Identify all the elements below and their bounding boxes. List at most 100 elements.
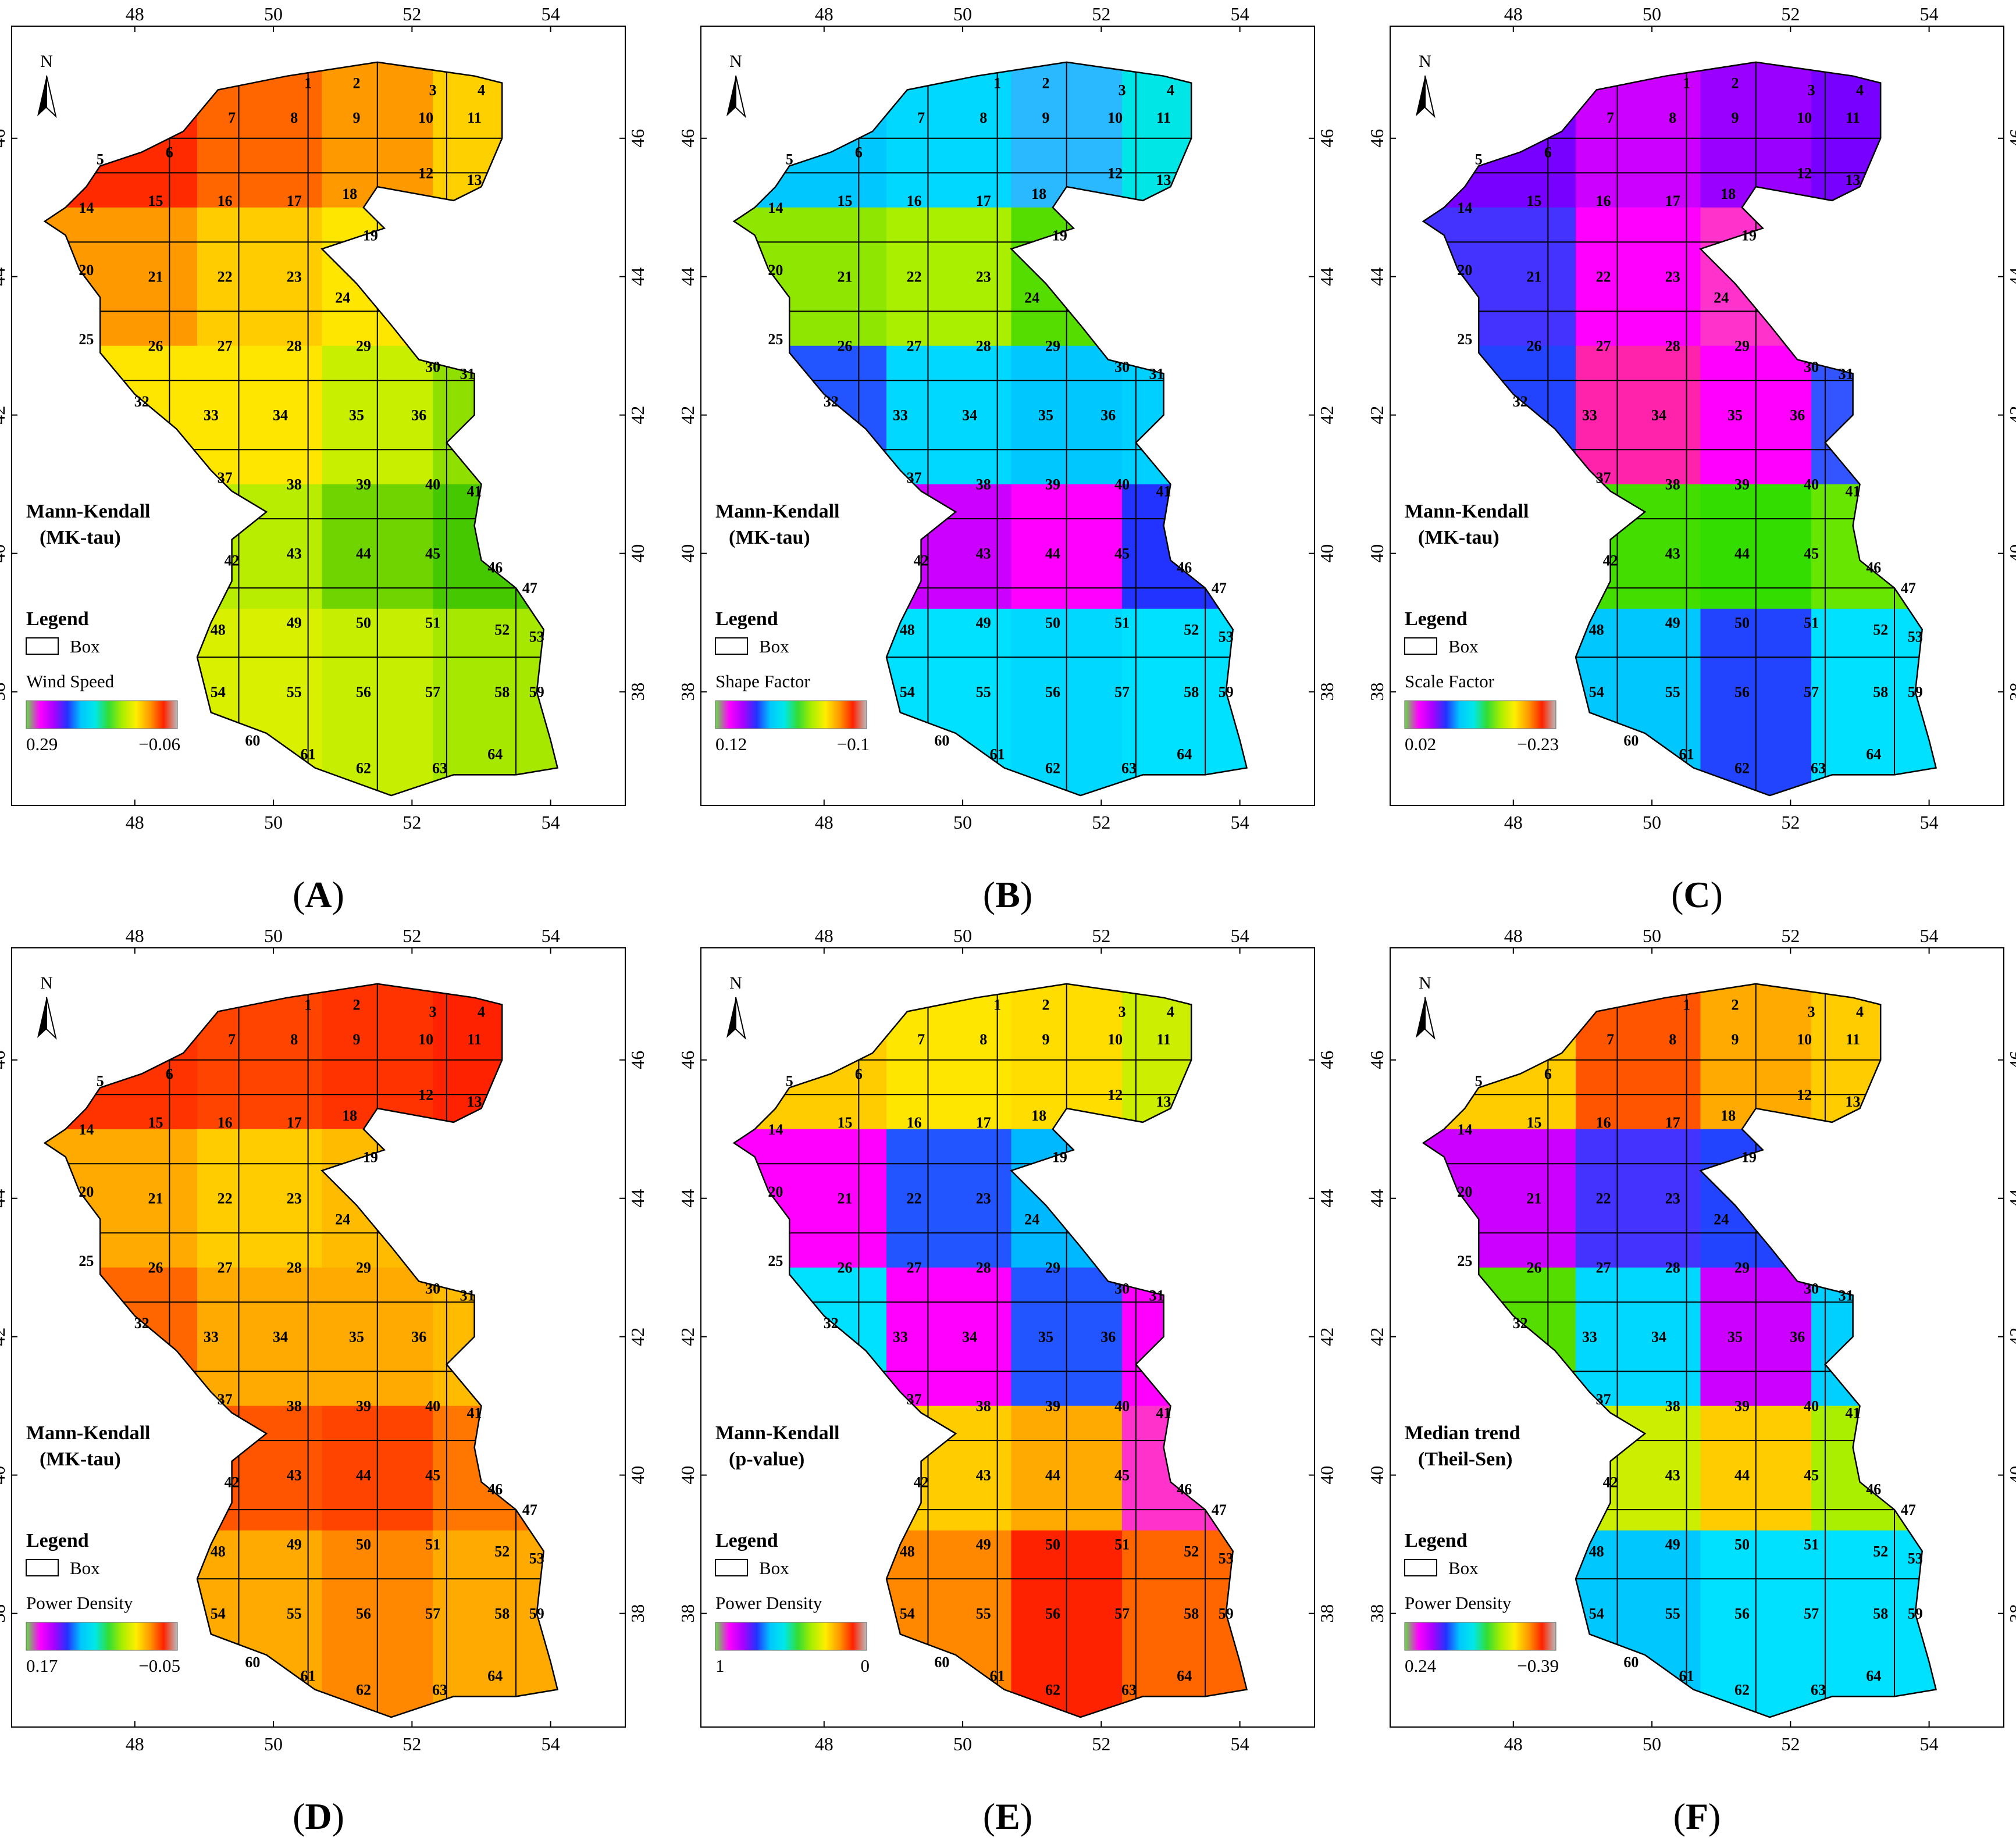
box-number: 53 xyxy=(529,628,544,645)
legend-box-label: Box xyxy=(1448,636,1479,657)
box-number: 41 xyxy=(1156,483,1171,500)
panel-letter: A xyxy=(305,874,332,915)
box-number: 32 xyxy=(134,1315,149,1332)
legend-scale-right: −0.23 xyxy=(1517,734,1559,754)
box-number: 21 xyxy=(838,1190,853,1207)
box-number: 17 xyxy=(287,192,302,209)
box-number: 31 xyxy=(1839,365,1854,382)
box-number: 32 xyxy=(1513,1315,1528,1332)
box-number: 58 xyxy=(494,1606,510,1622)
box-number: 56 xyxy=(356,684,371,701)
box-number: 22 xyxy=(218,269,233,286)
box-number: 10 xyxy=(418,1031,433,1048)
box-number: 15 xyxy=(148,1114,163,1131)
box-number: 61 xyxy=(990,746,1005,763)
legend-scale-right: −0.05 xyxy=(138,1656,180,1676)
box-number: 24 xyxy=(1024,289,1039,306)
box-number: 23 xyxy=(976,269,991,286)
y-tick-right: 44 xyxy=(2006,1189,2016,1208)
box-number: 1 xyxy=(304,997,312,1014)
y-tick-right: 38 xyxy=(627,683,648,701)
box-number: 47 xyxy=(1901,1501,1916,1518)
x-tick-bottom: 48 xyxy=(126,812,144,833)
y-tick-left: 40 xyxy=(0,1466,9,1485)
box-number: 50 xyxy=(356,1536,371,1553)
north-arrow-icon xyxy=(726,997,746,1040)
box-number: 35 xyxy=(349,1329,364,1346)
box-number: 24 xyxy=(1714,289,1729,306)
box-number: 63 xyxy=(1811,760,1826,777)
box-number: 35 xyxy=(1038,1329,1053,1346)
panel-title-line1: Median trend xyxy=(1405,1422,1520,1444)
box-number: 22 xyxy=(907,1190,922,1207)
box-number: 60 xyxy=(934,732,949,749)
box-number: 29 xyxy=(1734,1260,1750,1276)
box-number: 53 xyxy=(1908,1550,1923,1567)
y-tick-right: 40 xyxy=(1316,1466,1337,1485)
x-tick-bottom: 50 xyxy=(953,812,972,833)
box-number: 11 xyxy=(1846,1031,1860,1048)
legend-scale-left: 0.17 xyxy=(26,1656,58,1676)
legend-scale-right: 0 xyxy=(861,1656,870,1676)
panel-label: (F) xyxy=(1673,1796,1721,1837)
trend-cell xyxy=(1811,1530,1936,1718)
box-number: 51 xyxy=(425,1536,440,1553)
box-number: 9 xyxy=(1732,1031,1739,1048)
box-number: 61 xyxy=(1679,1668,1694,1685)
box-number: 27 xyxy=(907,1260,922,1276)
y-tick-left: 46 xyxy=(0,1051,9,1069)
box-number: 15 xyxy=(1527,192,1542,209)
box-number: 45 xyxy=(1804,1467,1819,1484)
y-tick-right: 46 xyxy=(627,1051,648,1069)
box-number: 41 xyxy=(1156,1405,1171,1422)
y-tick-left: 38 xyxy=(0,1604,9,1623)
box-number: 35 xyxy=(349,407,364,424)
y-tick-left: 38 xyxy=(1366,1604,1387,1623)
box-number: 28 xyxy=(1665,338,1680,355)
box-number: 15 xyxy=(838,1114,853,1131)
box-number: 6 xyxy=(166,144,173,161)
box-number: 40 xyxy=(1114,1398,1130,1415)
box-number: 33 xyxy=(204,407,219,424)
y-tick-left: 42 xyxy=(0,406,9,424)
box-number: 45 xyxy=(425,1467,440,1484)
box-number: 1 xyxy=(993,997,1001,1014)
box-number: 14 xyxy=(768,1121,783,1138)
box-number: 49 xyxy=(287,1536,302,1553)
panel-title-line1: Mann-Kendall xyxy=(1405,501,1529,522)
box-number: 61 xyxy=(1679,746,1694,763)
box-number: 4 xyxy=(478,81,485,98)
box-number: 34 xyxy=(1651,407,1666,424)
y-tick-right: 44 xyxy=(627,1189,648,1208)
y-tick-right: 38 xyxy=(627,1604,648,1623)
box-number: 7 xyxy=(1607,109,1614,126)
box-number: 27 xyxy=(218,1260,233,1276)
box-number: 21 xyxy=(838,269,853,286)
box-number: 18 xyxy=(1031,185,1046,202)
box-number: 50 xyxy=(356,615,371,632)
legend-title: Legend xyxy=(1405,608,1468,630)
box-number: 8 xyxy=(290,1031,298,1048)
box-number: 48 xyxy=(900,622,915,638)
panel-label: (D) xyxy=(293,1796,344,1837)
box-number: 46 xyxy=(1866,1480,1881,1497)
box-number: 16 xyxy=(907,1114,922,1131)
box-number: 37 xyxy=(1596,469,1611,486)
y-tick-right: 46 xyxy=(2006,1051,2016,1069)
x-tick-bottom: 50 xyxy=(953,1733,972,1754)
north-arrow-icon xyxy=(37,75,57,118)
y-tick-right: 40 xyxy=(627,1466,648,1485)
box-number: 39 xyxy=(1734,476,1750,493)
box-number: 46 xyxy=(487,559,503,576)
y-tick-left: 38 xyxy=(1366,683,1387,701)
box-number: 8 xyxy=(979,109,987,126)
trend-cell xyxy=(197,207,323,347)
panel-letter: E xyxy=(995,1796,1020,1837)
trend-cell xyxy=(1576,207,1701,347)
box-number: 62 xyxy=(356,760,371,777)
box-number: 8 xyxy=(979,1031,987,1048)
box-number: 11 xyxy=(467,109,482,126)
box-number: 50 xyxy=(1734,1536,1750,1553)
box-number: 9 xyxy=(353,109,361,126)
